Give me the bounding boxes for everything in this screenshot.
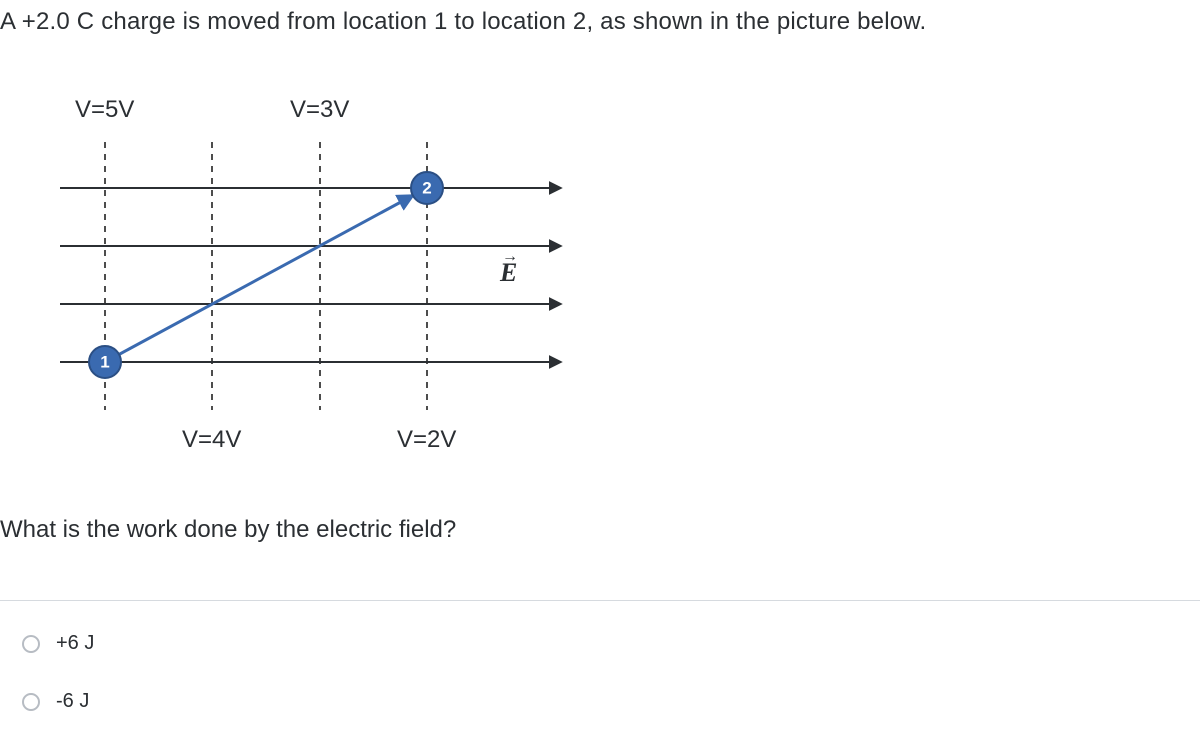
point-1-label: 1 [100,353,109,372]
diagram-container: V=5V V=3V 1 [40,80,600,460]
point-2-label: 2 [422,179,431,198]
option-a-radio[interactable] [22,635,40,653]
option-b-label: -6 J [56,690,89,713]
motion-arrow [118,196,412,355]
question-prompt: What is the work done by the electric fi… [0,516,456,544]
equipotential-label-4v: V=4V [182,426,241,454]
option-b-radio[interactable] [22,693,40,711]
option-b-row[interactable]: -6 J [22,690,89,713]
equipotential-label-2v: V=2V [397,426,456,454]
options-divider [0,600,1200,601]
option-a-row[interactable]: +6 J [22,632,94,655]
equipotential-label-5v: V=5V [75,96,134,124]
point-2: 2 [411,172,443,204]
option-a-label: +6 J [56,632,94,655]
vector-arrow-icon: → [502,248,518,266]
point-1: 1 [89,346,121,378]
equipotential-label-3v: V=3V [290,96,349,124]
question-text: A +2.0 C charge is moved from location 1… [0,8,926,36]
field-lines [60,188,560,362]
e-field-label: → E [500,258,517,288]
